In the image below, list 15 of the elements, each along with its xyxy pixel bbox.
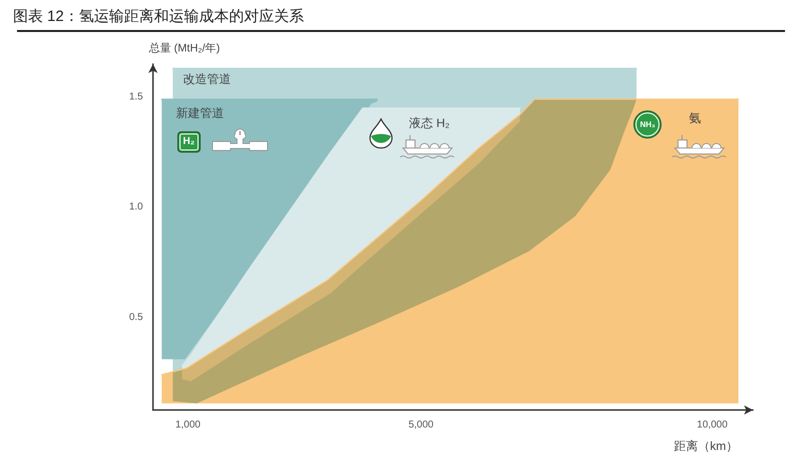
x-tick-label: 1,000: [175, 420, 201, 430]
y-tick-label: 1.0: [129, 202, 144, 213]
series-label: 氨: [689, 111, 701, 125]
annotation: H₂: [183, 136, 195, 147]
annotation: NH₃: [640, 120, 656, 128]
y-tick-label: 0.5: [129, 312, 144, 323]
y-axis-title: 总量 (MtH₂/年): [148, 42, 220, 54]
x-tick-label: 5,000: [408, 420, 434, 430]
x-axis-title: 距离（km）: [674, 439, 738, 453]
x-tick-label: 10,000: [696, 420, 728, 430]
y-tick-label: 1.5: [129, 92, 144, 103]
chart-title: 图表 12：氢运输距离和运输成本的对应关系: [13, 8, 304, 25]
series-label: 液态 H₂: [409, 116, 450, 130]
series-label: 改造管道: [183, 72, 231, 86]
series-label: 新建管道: [176, 106, 224, 120]
